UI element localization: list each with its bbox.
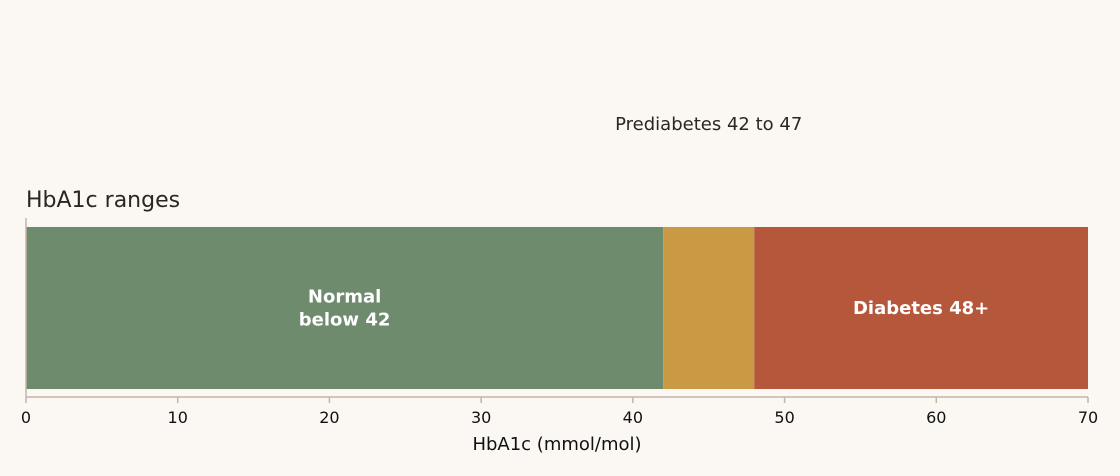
range-label-line: Prediabetes 42 to 47 (615, 114, 802, 135)
range-label-inside: Normal below 42 (299, 287, 391, 331)
range-segments (26, 227, 1088, 389)
range-label-line: Diabetes 48+ (853, 298, 989, 319)
x-tick-label: 20 (319, 408, 339, 427)
x-axis-ticks: 0 10 20 30 40 50 60 70 (21, 397, 1098, 427)
range-label-line: Normal (308, 287, 381, 308)
x-axis-label: HbA1c (mmol/mol) (472, 434, 641, 455)
range-segment-bar (26, 227, 664, 389)
x-tick-label: 30 (471, 408, 491, 427)
x-tick-label: 60 (926, 408, 946, 427)
x-tick-label: 0 (21, 408, 31, 427)
x-tick-label: 40 (623, 408, 643, 427)
range-label-line: below 42 (299, 310, 391, 331)
range-label-inside: Diabetes 48+ (853, 298, 989, 319)
x-tick-label: 70 (1078, 408, 1098, 427)
range-segment-bar (663, 227, 755, 389)
range-label-above: Prediabetes 42 to 47 (615, 114, 802, 135)
range-segment-labels: Normal below 42 Prediabetes 42 to 47 Diabet… (299, 114, 989, 331)
x-tick-label: 50 (774, 408, 794, 427)
range-segment-bar (754, 227, 1088, 389)
x-tick-label: 10 (168, 408, 188, 427)
chart-title: HbA1c ranges (26, 188, 180, 213)
